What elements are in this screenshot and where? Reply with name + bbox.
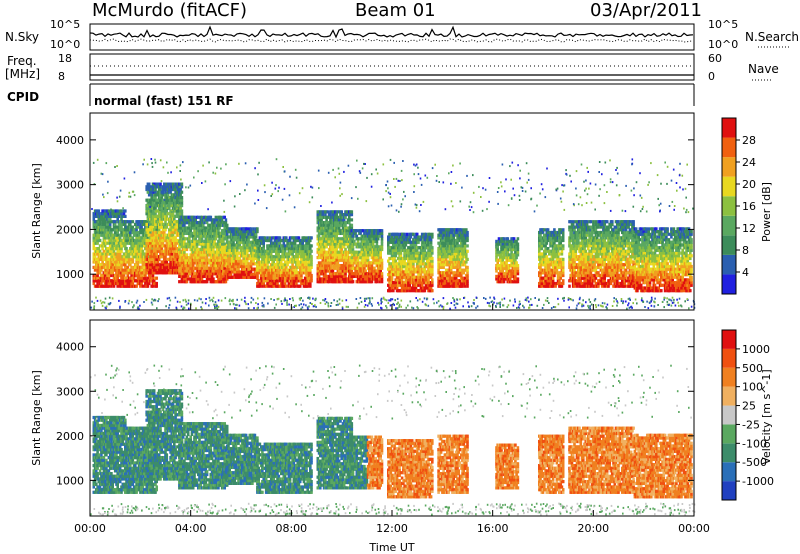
colorbar-tick-label: 20: [742, 178, 756, 191]
colorbar-tick-label: -500: [742, 456, 767, 469]
colorbar-tick-label: 28: [742, 134, 756, 147]
nsky-label: N.Sky: [5, 30, 40, 44]
colorbar-segment: [722, 330, 736, 349]
freq-label: Freq.: [7, 54, 37, 68]
power-data: [90, 158, 696, 310]
xtick-label: 00:00: [74, 522, 106, 535]
ytick-label: 1000: [56, 474, 84, 487]
power-ylabel: Slant Range [km]: [30, 163, 43, 259]
colorbar-tick-label: -25: [742, 418, 760, 431]
colorbar-segment: [722, 367, 736, 387]
velocity-colorbar-label: Velocity [m s^-1]: [760, 369, 773, 464]
nsky-tick-top: 10^5: [50, 18, 80, 31]
ytick-label: 3000: [56, 179, 84, 192]
colorbar-segment: [722, 254, 736, 275]
colorbar-segment: [722, 137, 736, 158]
nsky-panel: 10^5 10^0 10^5 10^0: [50, 18, 790, 51]
nave-tick-bottom: 0: [708, 70, 715, 83]
colorbar-segment: [722, 462, 736, 482]
colorbar-tick-label: 12: [742, 222, 756, 235]
power-panel: 1000 2000 3000 4000 Slant Range [km]: [30, 112, 696, 311]
colorbar-segment: [722, 481, 736, 500]
freq-unit-label: [MHz]: [5, 67, 41, 81]
freq-tick-bottom: 8: [58, 70, 65, 83]
colorbar-tick-label: 100: [742, 381, 763, 394]
colorbar-tick-label: 16: [742, 200, 756, 213]
colorbar-segment: [722, 215, 736, 236]
velocity-panel: 1000 2000 3000 4000 00:00 04:00 08:00 12:00 16:…: [30, 319, 710, 554]
colorbar-segment: [722, 157, 736, 177]
colorbar-tick-label: 25: [742, 400, 756, 413]
colorbar-segment: [722, 443, 736, 463]
ytick-label: 2000: [56, 430, 84, 443]
xtick-label: 20:00: [577, 522, 609, 535]
colorbar-segment: [722, 274, 736, 294]
velocity-data: [90, 364, 696, 516]
velocity-colorbar: 1000 500 100 25 -25 -100 -500 -1000: [721, 329, 774, 501]
xtick-label: 16:00: [477, 522, 509, 535]
freq-tick-top: 18: [58, 52, 72, 65]
ytick-label: 4000: [56, 341, 84, 354]
colorbar-tick-label: 4: [742, 266, 749, 279]
ytick-label: 4000: [56, 134, 84, 147]
power-colorbar-label: Power [dB]: [760, 182, 773, 242]
nave-tick-top: 60: [708, 52, 722, 65]
xtick-label: 00:00: [678, 522, 710, 535]
colorbar-segment: [722, 405, 736, 425]
nsearch-tick-bottom: 10^0: [708, 38, 738, 51]
ytick-label: 2000: [56, 223, 84, 236]
freq-panel: 18 8 60 0: [58, 52, 772, 83]
colorbar-tick-label: 8: [742, 244, 749, 257]
nsearch-label: N.Search: [745, 30, 800, 44]
cpid-panel: [89, 83, 695, 106]
colorbar-segment: [722, 424, 736, 444]
colorbar-segment: [722, 348, 736, 368]
date-title: 03/Apr/2011: [590, 0, 702, 21]
colorbar-segment: [722, 176, 736, 197]
colorbar-segment: [722, 386, 736, 406]
colorbar-tick-label: -1000: [742, 475, 774, 488]
xtick-label: 12:00: [376, 522, 408, 535]
beam-title: Beam 01: [355, 0, 436, 21]
colorbar-tick-label: 24: [742, 156, 756, 169]
xtick-label: 08:00: [275, 522, 307, 535]
cpid-text: normal (fast) 151 RF: [94, 94, 234, 108]
ytick-label: 3000: [56, 385, 84, 398]
station-title: McMurdo (fitACF): [92, 0, 247, 21]
xtick-label: 04:00: [175, 522, 207, 535]
colorbar-segment: [722, 235, 736, 255]
ytick-label: 1000: [56, 268, 84, 281]
cpid-label: CPID: [7, 90, 40, 104]
colorbar-segment: [722, 196, 736, 216]
colorbar-tick-label: 500: [742, 362, 763, 375]
colorbar-tick-label: -100: [742, 437, 767, 450]
nave-label: Nave: [748, 62, 779, 76]
power-colorbar: 28 24 20 16 12 8 4: [721, 117, 756, 295]
velocity-ylabel: Slant Range [km]: [30, 370, 43, 466]
colorbar-tick-label: 1000: [742, 343, 770, 356]
xaxis-label: Time UT: [368, 541, 414, 554]
nsearch-series: [89, 38, 693, 43]
nsearch-tick-top: 10^5: [708, 18, 738, 31]
nsky-series: [89, 25, 694, 39]
nsky-tick-bottom: 10^0: [50, 38, 80, 51]
colorbar-segment: [722, 118, 736, 138]
